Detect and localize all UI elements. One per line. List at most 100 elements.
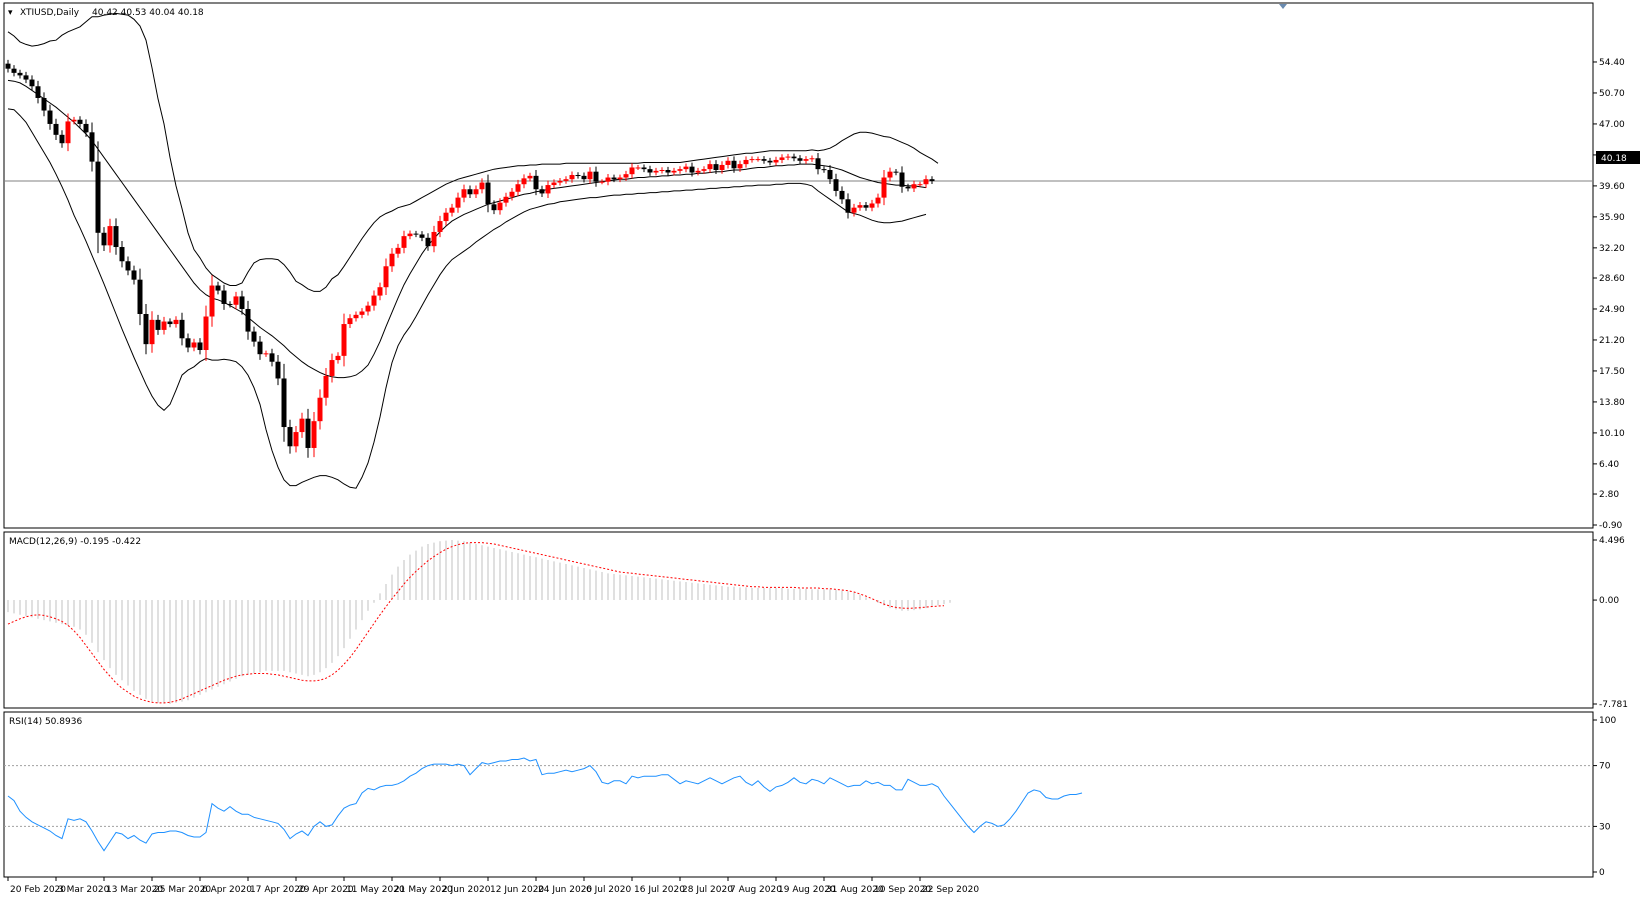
candle-body — [497, 202, 503, 211]
chart-shift-marker-icon[interactable] — [1279, 4, 1287, 9]
price-tick-label: 28.60 — [1599, 274, 1625, 284]
candle-body — [917, 184, 923, 186]
candle-body — [803, 159, 809, 161]
candle-body — [89, 132, 95, 162]
candle-body — [365, 305, 371, 312]
candle-body — [377, 287, 383, 296]
price-tick-label: 39.60 — [1599, 182, 1625, 192]
price-tick-label: 32.20 — [1599, 244, 1625, 254]
candle-body — [587, 171, 593, 180]
candle-body — [167, 321, 173, 325]
rsi-title: RSI(14) 50.8936 — [9, 717, 82, 727]
candle-body — [893, 171, 899, 173]
candle-body — [11, 68, 17, 73]
price-tick-label: 17.50 — [1599, 367, 1625, 377]
current-price-tag — [1596, 151, 1640, 164]
candle-body — [851, 207, 857, 213]
candle-body — [611, 177, 617, 180]
candle-body — [281, 378, 287, 428]
candle-body — [185, 338, 191, 348]
rsi-tick-label: 100 — [1599, 716, 1616, 726]
candle-body — [263, 353, 269, 355]
candle-body — [563, 179, 569, 181]
candle-body — [869, 203, 875, 208]
candle-body — [71, 119, 77, 122]
price-tick-label: 50.70 — [1599, 89, 1625, 99]
candle-body — [407, 233, 413, 237]
candle-body — [113, 226, 119, 248]
candle-body — [881, 177, 887, 198]
candle-body — [533, 175, 539, 190]
candle-body — [23, 75, 29, 80]
candle-body — [629, 167, 635, 175]
candle-body — [131, 270, 137, 280]
candle-body — [257, 341, 263, 355]
candle-body — [371, 295, 377, 306]
candle-body — [35, 86, 41, 98]
candle-body — [299, 418, 305, 433]
candle-body — [149, 319, 155, 345]
candle-body — [509, 191, 515, 197]
candle-body — [929, 179, 935, 182]
candle-body — [761, 159, 767, 161]
price-panel — [3, 2, 1594, 529]
date-tick-label: 31 Aug 2020 — [826, 885, 884, 895]
price-tick-label: 21.20 — [1599, 336, 1625, 346]
candle-body — [53, 123, 59, 135]
candle-body — [593, 171, 599, 182]
candle-body — [245, 308, 251, 332]
candle-body — [77, 119, 83, 124]
middle-band-line — [7, 79, 927, 379]
macd-tick-label: -7.781 — [1599, 700, 1628, 710]
candle-body — [107, 226, 113, 246]
candle-body — [221, 290, 227, 304]
date-tick-label: 24 Jun 2020 — [538, 885, 592, 895]
candle-body — [731, 160, 737, 169]
price-tick-label: 10.10 — [1599, 429, 1625, 439]
candle-body — [551, 182, 557, 186]
date-tick-label: 25 Mar 2020 — [154, 885, 211, 895]
candle-body — [317, 397, 323, 422]
candle-body — [749, 159, 755, 161]
price-tick-label: 13.80 — [1599, 398, 1625, 408]
date-tick-label: 29 Apr 2020 — [298, 885, 354, 895]
candle-body — [491, 204, 497, 211]
candle-body — [887, 171, 893, 178]
candle-body — [5, 63, 11, 69]
candle-body — [161, 321, 167, 330]
date-tick-label: 22 Sep 2020 — [922, 885, 979, 895]
candle-body — [125, 261, 131, 271]
candle-body — [83, 123, 89, 133]
candle-body — [527, 175, 533, 179]
date-tick-label: 10 Sep 2020 — [874, 885, 931, 895]
candle-body — [815, 158, 821, 170]
candle-body — [767, 160, 773, 163]
candle-body — [419, 234, 425, 238]
candle-body — [449, 207, 455, 213]
candle-body — [341, 324, 347, 356]
candle-body — [287, 427, 293, 447]
candle-body — [473, 189, 479, 195]
candle-body — [641, 167, 647, 170]
candle-body — [269, 353, 275, 362]
candle-body — [521, 178, 527, 185]
candle-body — [647, 169, 653, 173]
candle-body — [797, 158, 803, 161]
candle-body — [347, 318, 353, 325]
candle-body — [545, 185, 551, 194]
dropdown-arrow-icon[interactable]: ▾ — [8, 8, 13, 18]
price-tick-label: 24.90 — [1599, 305, 1625, 315]
candle-body — [305, 418, 311, 448]
candle-body — [725, 160, 731, 165]
candle-body — [863, 205, 869, 208]
candle-body — [659, 169, 665, 171]
upper-band-line — [7, 12, 939, 292]
date-tick-label: 19 Aug 2020 — [778, 885, 836, 895]
candle-body — [923, 179, 929, 185]
candle-body — [239, 296, 245, 309]
candle-body — [293, 432, 299, 447]
candle-body — [389, 253, 395, 267]
date-tick-label: 2 Jun 2020 — [442, 885, 491, 895]
candle-body — [821, 169, 827, 171]
